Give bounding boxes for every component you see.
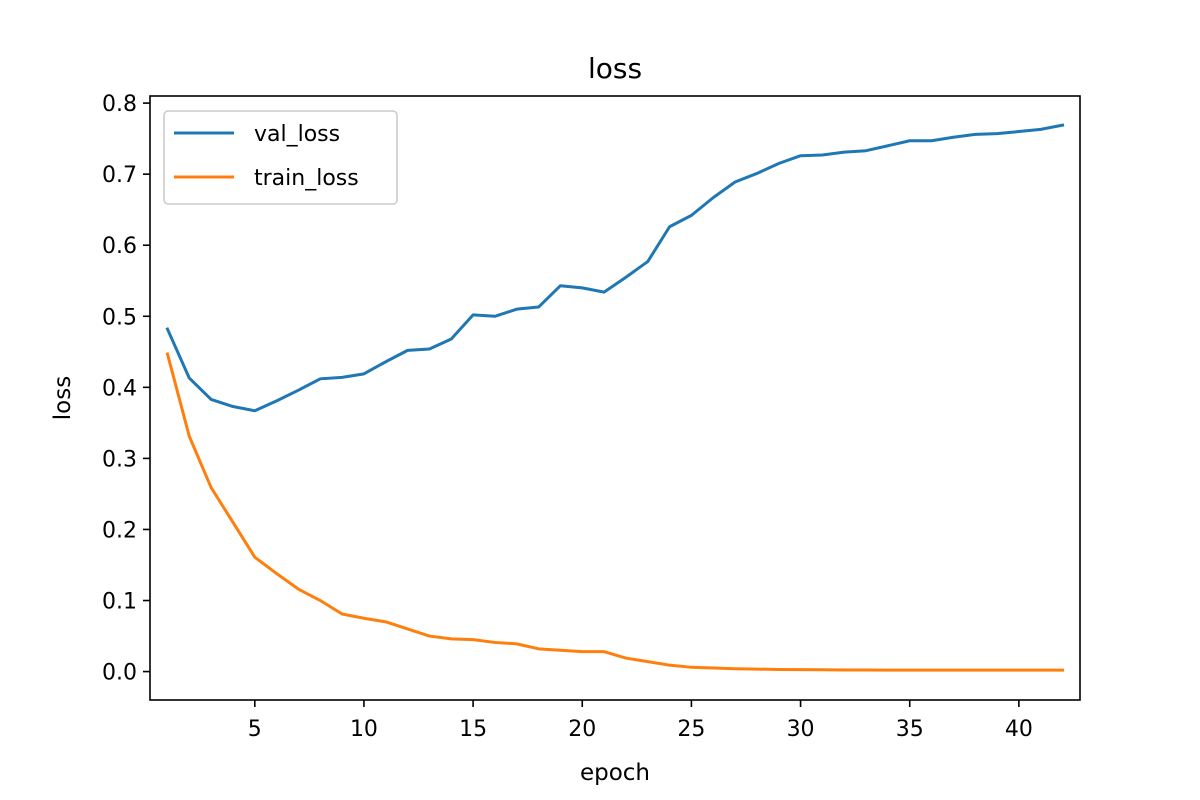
x-tick-label: 20 <box>568 717 596 742</box>
plot-frame <box>149 95 1081 701</box>
series-line-train-loss <box>165 352 1065 672</box>
x-tick-label: 15 <box>459 717 487 742</box>
y-tick-label: 0.2 <box>102 518 137 543</box>
y-tick-label: 0.6 <box>102 234 137 259</box>
x-axis-label: epoch <box>580 760 650 786</box>
legend-label: train_loss <box>254 166 359 191</box>
x-tick-label: 25 <box>677 717 705 742</box>
y-tick-label: 0.1 <box>102 590 137 615</box>
y-tick-label: 0.4 <box>102 376 137 401</box>
legend-label: val_loss <box>254 122 340 147</box>
x-tick-label: 35 <box>896 717 924 742</box>
y-tick-label: 0.7 <box>102 163 137 188</box>
y-tick-label: 0.5 <box>102 305 137 330</box>
y-tick-label: 0.3 <box>102 447 137 472</box>
x-tick-label: 40 <box>1005 717 1033 742</box>
x-tick-label: 10 <box>350 717 378 742</box>
chart-title: loss <box>588 52 642 85</box>
y-tick-label: 0.8 <box>102 92 137 117</box>
y-tick-label: 0.0 <box>102 661 137 686</box>
series-line-val-loss <box>165 123 1065 413</box>
x-tick-label: 5 <box>248 717 262 742</box>
x-tick-label: 30 <box>787 717 815 742</box>
y-axis-label: loss <box>50 376 76 420</box>
